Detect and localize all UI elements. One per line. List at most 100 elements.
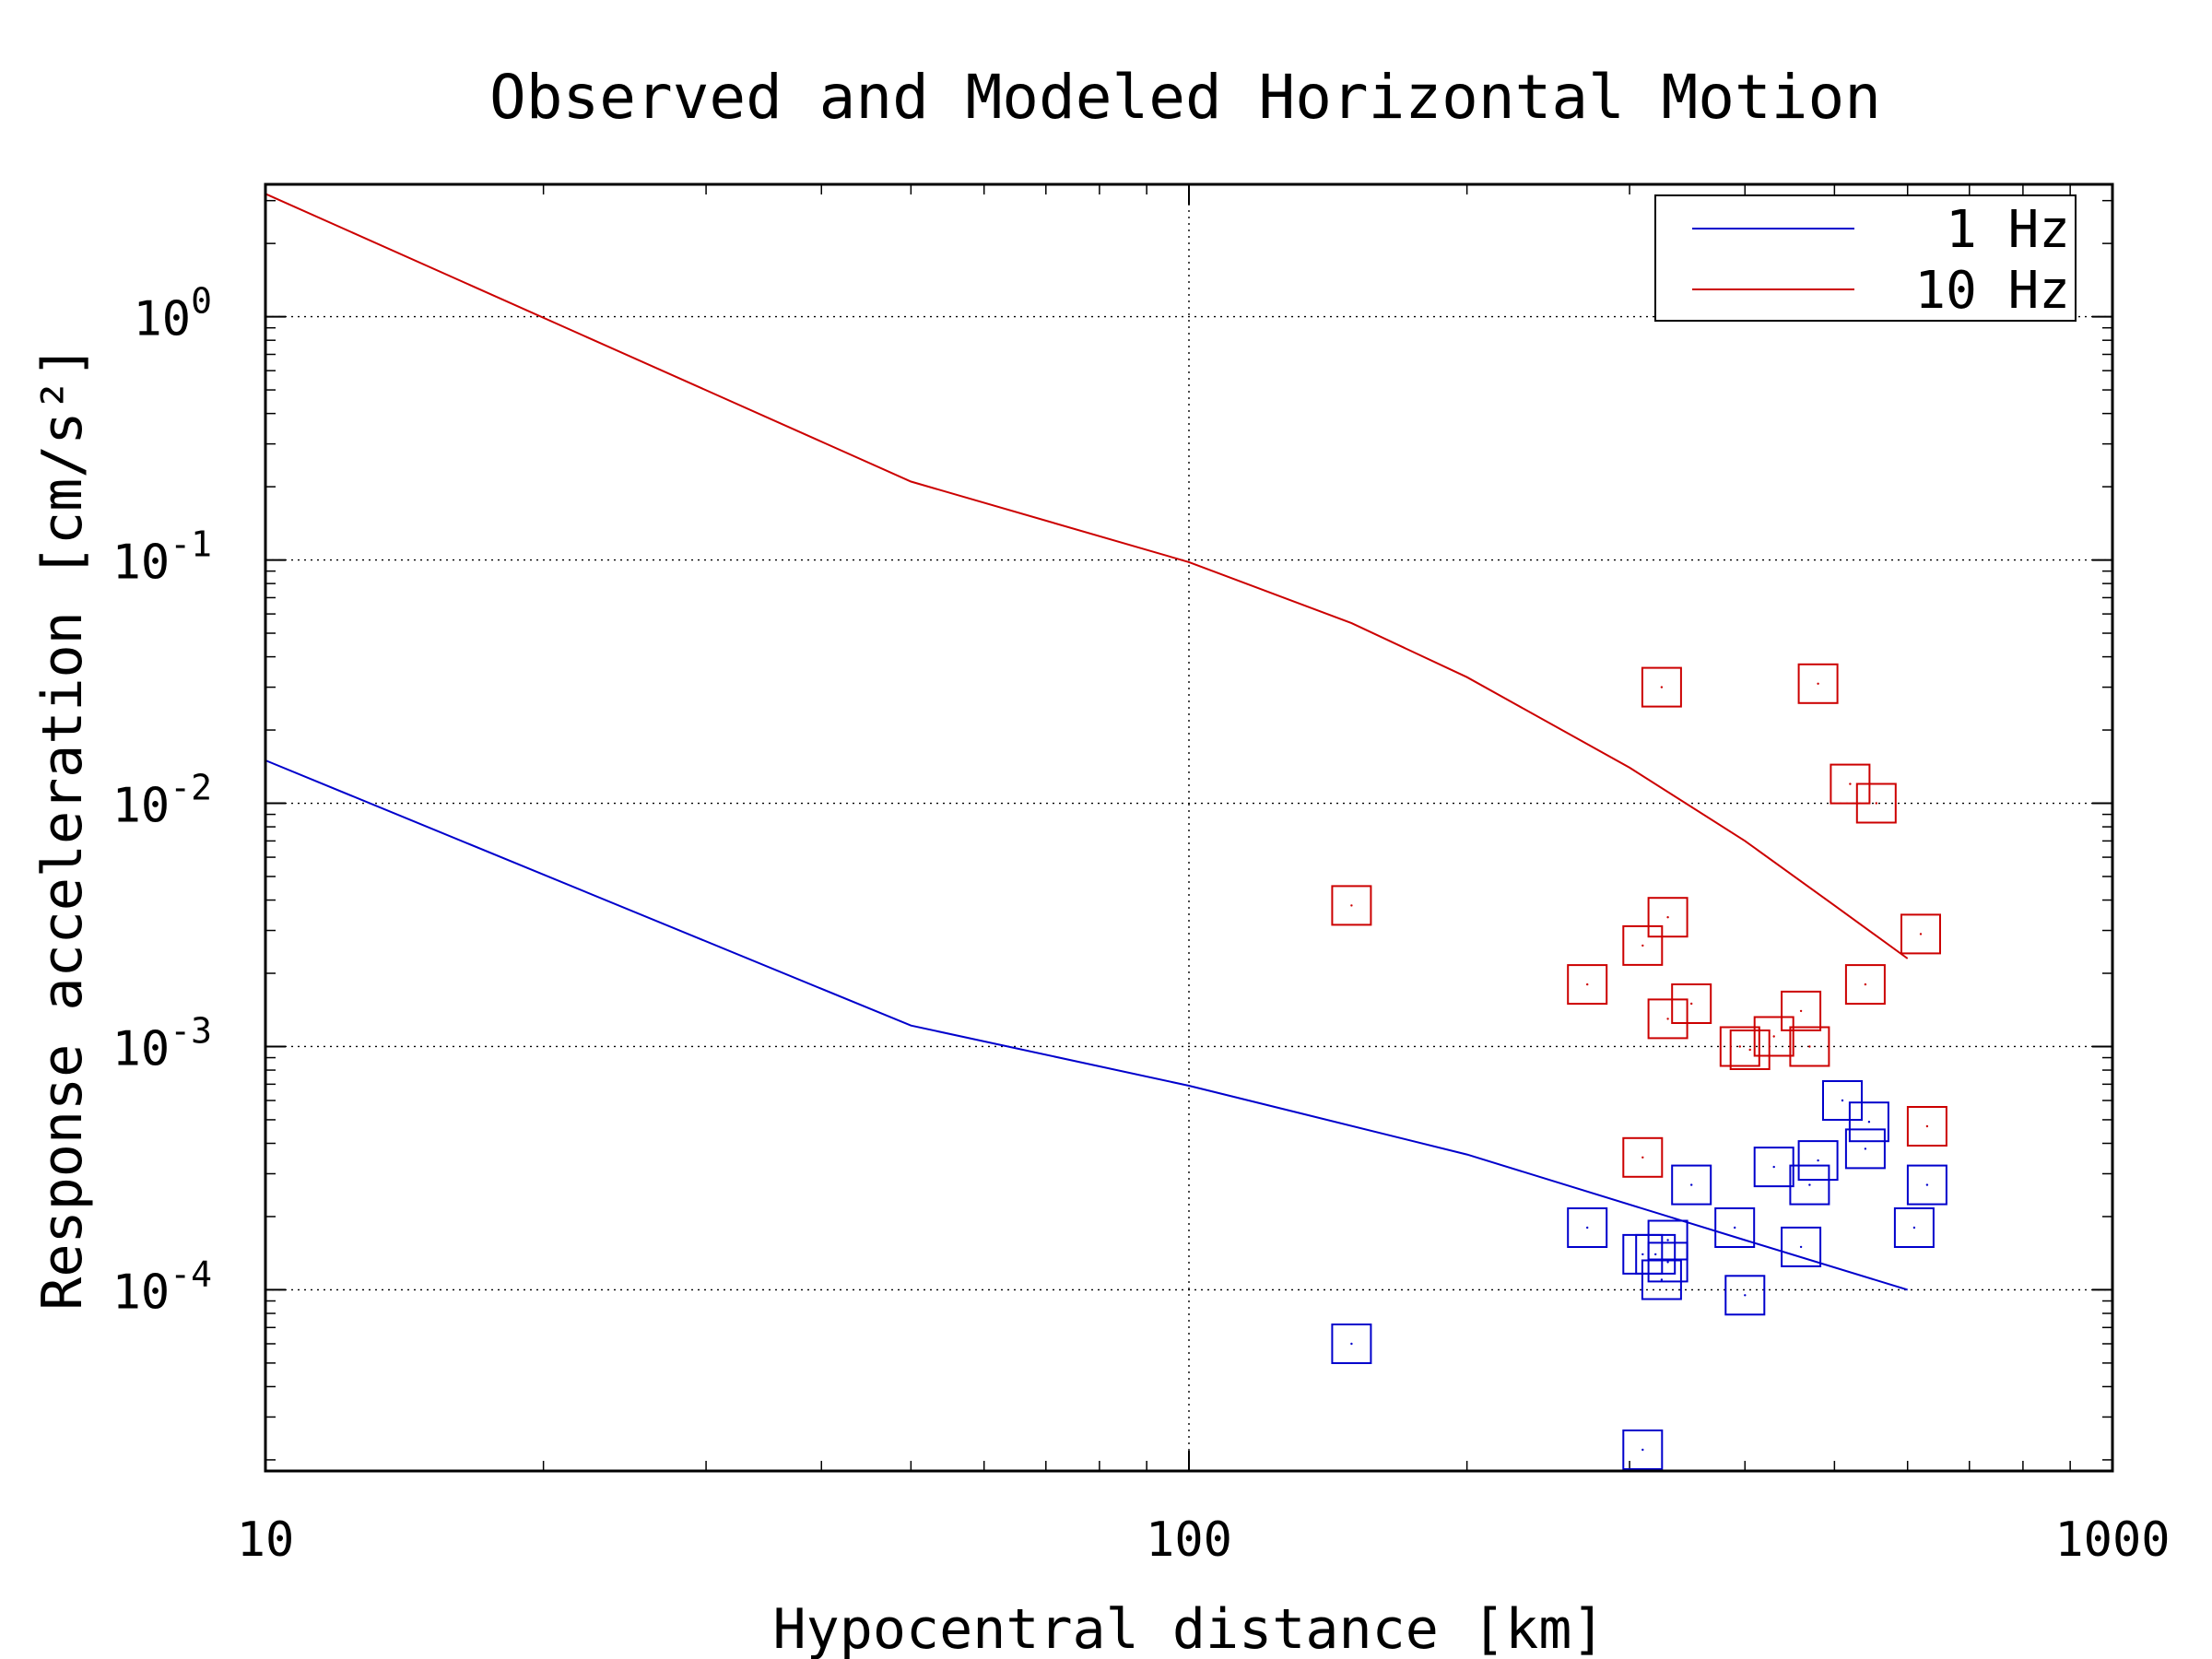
observed-point-center-1hz [1808, 1183, 1811, 1186]
observed-point-10hz [1789, 1026, 1830, 1067]
observed-point-center-1hz [1817, 1159, 1819, 1162]
observed-point-10hz [1622, 1136, 1664, 1178]
observed-point-1hz [1753, 1147, 1794, 1188]
y-axis-label: Response acceleration [cm/s²] [30, 345, 95, 1311]
observed-point-10hz [1647, 897, 1688, 938]
observed-point-center-1hz [1864, 1147, 1867, 1150]
x-tick-label: 10 [237, 1512, 295, 1568]
y-tick-label: 10-3 [112, 1010, 212, 1077]
observed-point-1hz [1789, 1164, 1830, 1206]
minor-ticks [265, 184, 2113, 1471]
observed-point-1hz [1714, 1207, 1756, 1248]
observed-point-center-1hz [1654, 1253, 1657, 1256]
observed-point-1hz [1567, 1207, 1608, 1248]
observed-point-1hz [1622, 1430, 1664, 1470]
observed-point-1hz [1893, 1207, 1935, 1248]
x-tick-label: 1000 [2054, 1512, 2170, 1568]
y-tick-exponent: -2 [170, 768, 212, 808]
observed-point-center-10hz [1641, 1156, 1644, 1159]
observed-point-10hz [1719, 1026, 1760, 1067]
y-tick-exponent: -1 [170, 524, 212, 565]
observed-point-10hz [1781, 990, 1822, 1031]
observed-point-center-1hz [1666, 1261, 1669, 1264]
legend-box [1654, 194, 2077, 322]
observed-point-center-10hz [1808, 1045, 1811, 1048]
y-tick-label: 100 [133, 281, 212, 347]
observed-point-center-10hz [1925, 1124, 1929, 1128]
observed-point-center-10hz [1799, 1009, 1803, 1013]
observed-point-10hz [1729, 1030, 1771, 1070]
observed-point-center-1hz [1867, 1121, 1871, 1124]
observed-point-1hz [1724, 1275, 1766, 1316]
plot-frame [264, 182, 2114, 1473]
observed-point-center-1hz [1925, 1183, 1929, 1186]
observed-point-center-10hz [1586, 982, 1589, 986]
y-tick-exponent: -3 [170, 1010, 212, 1051]
observed-point-center-1hz [1666, 1239, 1669, 1241]
y-tick-label: 10-4 [112, 1253, 212, 1320]
observed-point-center-10hz [1641, 944, 1644, 947]
observed-point-1hz [1797, 1140, 1839, 1182]
observed-point-center-1hz [1641, 1448, 1644, 1452]
observed-point-1hz [1671, 1164, 1712, 1206]
observed-point-center-10hz [1772, 1035, 1775, 1038]
observed-point-center-1hz [1641, 1253, 1644, 1256]
observed-point-1hz [1848, 1101, 1889, 1143]
observed-point-1hz [1647, 1241, 1688, 1283]
observed-point-center-10hz [1690, 1002, 1693, 1006]
observed-point-10hz [1671, 983, 1712, 1024]
x-tick-labels: 10 100 1000 [237, 1512, 2171, 1568]
y-tick-base: 10 [112, 1265, 171, 1320]
observed-point-center-1hz [1586, 1226, 1589, 1230]
chart-title: Observed and Modeled Horizontal Motion [489, 62, 1881, 133]
observed-point-center-1hz [1772, 1165, 1775, 1169]
observed-point-center-1hz [1660, 1278, 1664, 1281]
model-line-1hz [265, 759, 1908, 1291]
observed-point-center-10hz [1748, 1048, 1751, 1052]
observed-point-center-10hz [1666, 1018, 1669, 1020]
y-tick-label: 10-2 [112, 768, 212, 834]
observed-point-1hz [1781, 1226, 1822, 1267]
observed-point-center-10hz [1817, 682, 1819, 685]
legend: 1 Hz 10 Hz [1654, 194, 2077, 322]
model-line-10hz [265, 193, 1909, 959]
observed-point-10hz [1647, 998, 1688, 1040]
observed-point-10hz [1622, 924, 1664, 966]
observed-point-10hz [1567, 964, 1608, 1006]
y-tick-base: 10 [112, 779, 171, 834]
observed-point-center-1hz [1350, 1342, 1353, 1346]
observed-point-center-1hz [1690, 1183, 1693, 1186]
observed-point-10hz [1331, 885, 1372, 926]
observed-point-center-10hz [1875, 802, 1878, 805]
observed-point-10hz [1900, 913, 1941, 955]
observed-point-center-1hz [1734, 1226, 1736, 1230]
y-tick-base: 10 [112, 1021, 171, 1077]
observed-point-10hz [1855, 782, 1897, 824]
observed-point-10hz [1641, 666, 1682, 708]
observed-point-10hz [1906, 1106, 1947, 1147]
observed-point-center-10hz [1660, 686, 1664, 688]
x-axis-label: Hypocentral distance [km] [772, 1597, 1605, 1659]
observed-point-10hz [1844, 964, 1886, 1006]
model-lines [265, 193, 1909, 1291]
observed-point-center-1hz [1841, 1099, 1844, 1102]
x-tick-label: 100 [1146, 1512, 1232, 1568]
observed-point-center-10hz [1919, 933, 1923, 935]
observed-point-1hz [1647, 1219, 1688, 1261]
observed-point-1hz [1906, 1164, 1947, 1206]
legend-label-10hz: 10 Hz [1914, 261, 2070, 321]
observed-markers [1331, 663, 1947, 1470]
observed-point-1hz [1635, 1233, 1677, 1275]
observed-point-1hz [1331, 1324, 1372, 1364]
observed-point-center-1hz [1799, 1245, 1803, 1249]
observed-point-10hz [1753, 1016, 1794, 1057]
grid [265, 184, 2112, 1471]
observed-point-center-10hz [1849, 782, 1852, 785]
observed-point-center-10hz [1864, 982, 1867, 986]
y-tick-exponent: 0 [191, 281, 212, 322]
y-tick-exponent: -4 [170, 1253, 212, 1294]
observed-point-center-1hz [1912, 1226, 1916, 1230]
y-tick-base: 10 [133, 292, 191, 347]
